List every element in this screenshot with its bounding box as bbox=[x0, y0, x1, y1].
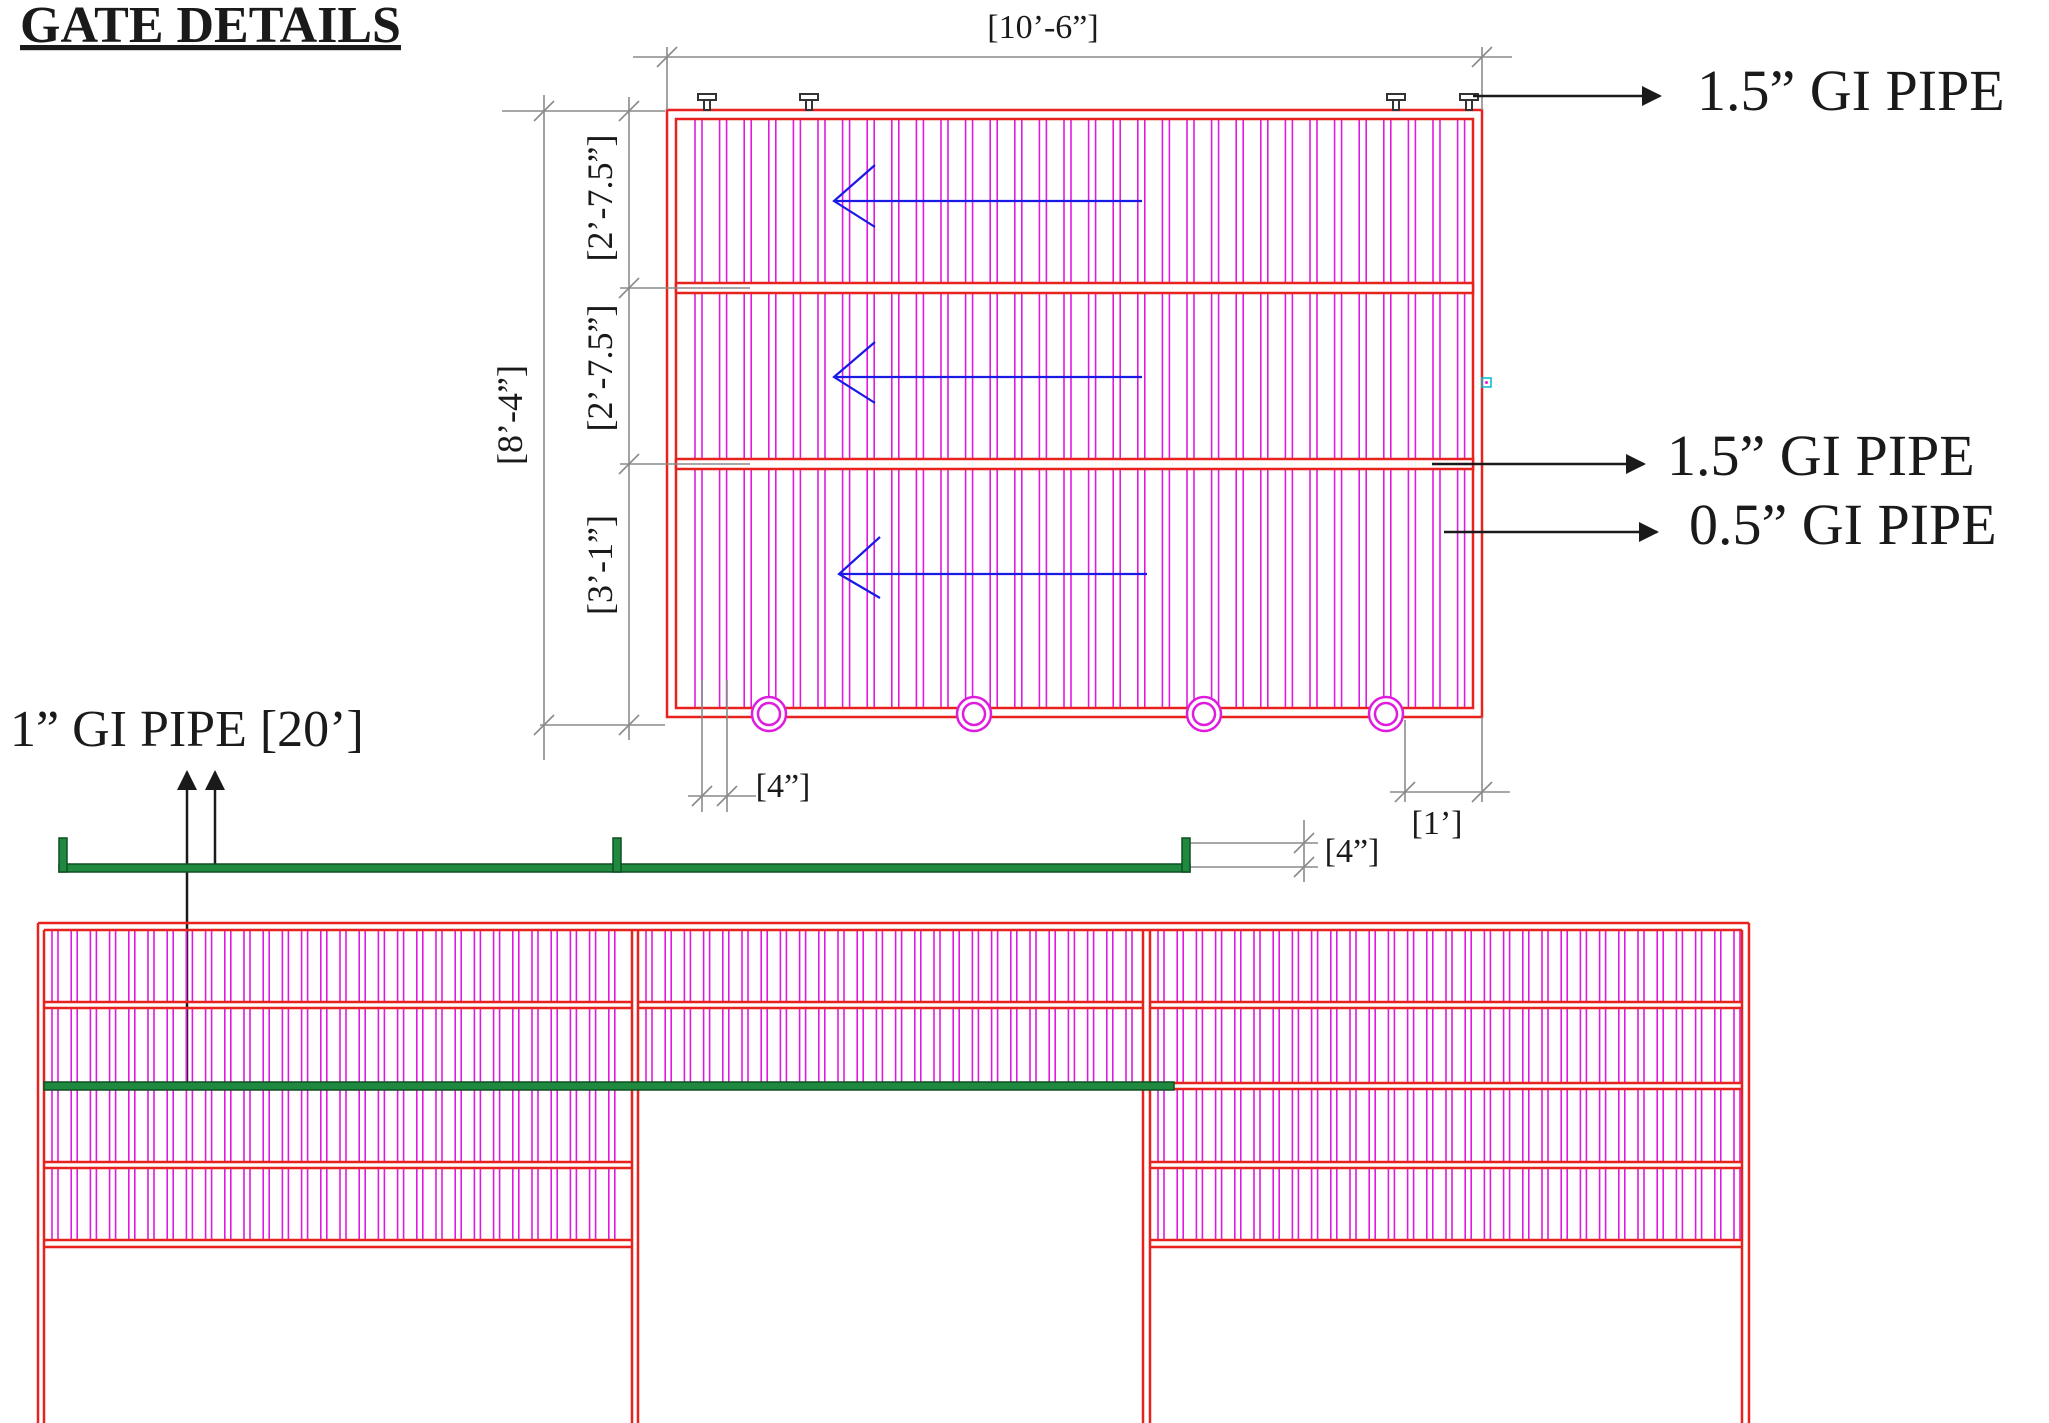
label-top-pipe: 1.5” GI PIPE bbox=[1697, 58, 2005, 123]
page-title: GATE DETAILS bbox=[20, 0, 401, 54]
gate-outer-frame bbox=[665, 108, 1484, 719]
gate-frame-elevation bbox=[36, 921, 1751, 1423]
dim-overall-height: [8’-4”] bbox=[490, 365, 530, 465]
divider-middle bbox=[674, 457, 1475, 471]
dimension-lines bbox=[502, 46, 1512, 882]
dim-panel-middle: [2’-7.5”] bbox=[580, 305, 620, 432]
dim-panel-top: [2’-7.5”] bbox=[580, 135, 620, 262]
wheels bbox=[750, 695, 1405, 733]
rail-section bbox=[58, 837, 1191, 873]
direction-arrows bbox=[832, 164, 1147, 599]
divider-top bbox=[674, 281, 1475, 295]
dim-rail-height: [4”] bbox=[1325, 833, 1380, 870]
dim-overall-width: [10’-6”] bbox=[987, 9, 1098, 46]
gate-elevation bbox=[665, 93, 1492, 733]
vertical-bars bbox=[694, 119, 1466, 708]
label-mid-pipe: 1.5” GI PIPE bbox=[1667, 423, 1975, 488]
label-bar-pipe: 0.5” GI PIPE bbox=[1689, 492, 1997, 557]
dim-wheel-offset: [1’] bbox=[1412, 805, 1463, 842]
dim-panel-bottom: [3’-1”] bbox=[580, 515, 620, 615]
frame-vertical-bars bbox=[51, 930, 1741, 1240]
label-rail-pipe: 1” GI PIPE [20’] bbox=[10, 701, 364, 758]
top-hooks bbox=[697, 93, 1479, 111]
gate-inner-frame bbox=[674, 117, 1475, 710]
rail-elevation bbox=[43, 1081, 1175, 1091]
snap-marker bbox=[1481, 377, 1492, 388]
dim-bar-spacing: [4”] bbox=[756, 768, 811, 805]
